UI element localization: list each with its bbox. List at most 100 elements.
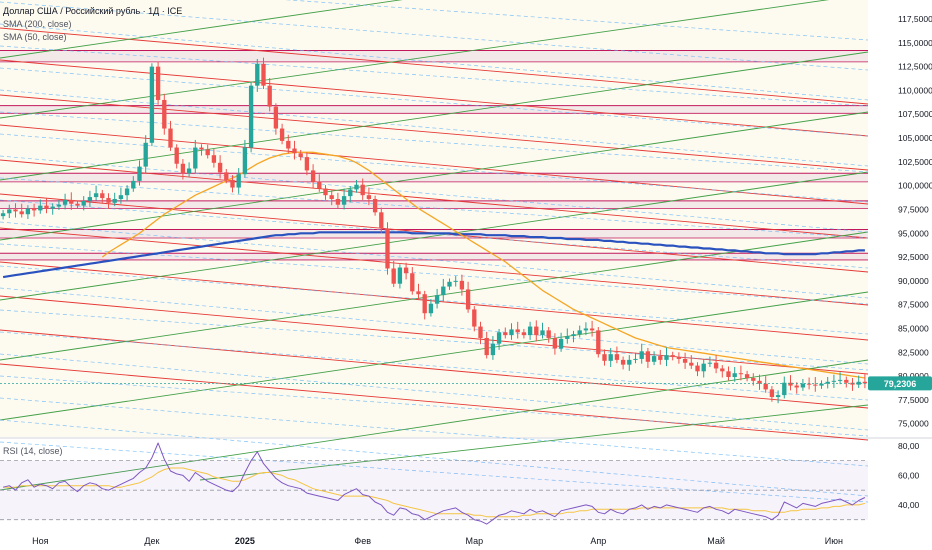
candle-body	[565, 336, 570, 339]
green-channel-1	[0, 0, 830, 119]
candle-17	[106, 193, 111, 209]
candle-102	[633, 352, 638, 364]
candle-73	[453, 276, 458, 287]
candle-body	[137, 166, 142, 181]
candle-2	[13, 203, 18, 218]
time-axis[interactable]: Ноя Дек 2025 Фев Мар Апр Май Июн	[32, 536, 843, 546]
last-price-badge: 79,2306	[0, 376, 932, 391]
rsi-legend[interactable]: RSI (14, close)	[3, 446, 63, 456]
candle-body	[242, 147, 248, 175]
candle-70	[434, 288, 440, 309]
candlestick-series	[0, 57, 868, 404]
candle-88	[546, 327, 551, 343]
green-channel-4	[0, 171, 869, 301]
candle-body	[131, 180, 136, 189]
candle-52	[323, 185, 328, 200]
candle-body	[732, 373, 737, 378]
rsi-ma-path	[3, 467, 866, 518]
candle-82	[509, 323, 514, 340]
sma200-legend[interactable]: SMA (200, close)	[3, 19, 72, 29]
candle-body	[267, 85, 272, 107]
candle-18	[112, 192, 117, 207]
candle-body	[490, 343, 496, 356]
candle-12	[75, 200, 80, 209]
price-tick-label: 85,0000	[898, 323, 929, 333]
candle-body	[180, 163, 186, 174]
candle-body	[571, 334, 576, 337]
candle-body	[174, 147, 179, 164]
candle-body	[434, 295, 440, 304]
candle-body	[527, 326, 533, 336]
candle-49	[304, 152, 310, 176]
candle-body	[695, 365, 700, 372]
blue-dashed-9	[0, 177, 869, 239]
candle-body	[558, 338, 564, 349]
candle-body	[837, 379, 843, 381]
candle-body	[620, 359, 626, 365]
blue-dashed-18	[0, 375, 869, 437]
blue-dashed-20	[0, 419, 869, 497]
candle-body	[168, 128, 173, 148]
candle-59	[366, 187, 372, 206]
candle-46	[286, 134, 291, 154]
candle-5	[31, 203, 37, 217]
time-tick-label: Мар	[465, 536, 483, 546]
green-channel-5	[0, 231, 869, 361]
candle-body	[186, 168, 192, 174]
time-tick-label: Июн	[825, 536, 843, 546]
candle-91	[565, 328, 570, 344]
candle-37	[230, 175, 235, 193]
blue-dashed-21	[0, 441, 869, 503]
candle-90	[558, 332, 564, 352]
price-tick-label: 110,0000	[898, 85, 932, 95]
blue-dashed-1	[0, 1, 869, 71]
candle-95	[589, 320, 595, 337]
candle-29	[180, 158, 186, 180]
red-channel-0	[0, 27, 869, 105]
candle-54	[335, 192, 341, 209]
candle-body	[744, 374, 750, 378]
candle-body	[664, 355, 669, 360]
zone-band-1	[0, 105, 868, 114]
candle-body	[472, 309, 477, 327]
candle-body	[348, 189, 353, 197]
candle-81	[503, 327, 508, 339]
candle-body	[75, 203, 80, 206]
price-axis[interactable]: 117,5000 115,0000 112,5000 110,0000 107,5000…	[898, 14, 932, 510]
candle-8	[50, 203, 55, 215]
candle-body	[298, 153, 303, 158]
candle-body	[112, 198, 117, 203]
green-channel-6	[0, 291, 869, 421]
candle-body	[397, 267, 403, 284]
candle-93	[577, 325, 582, 338]
candle-138	[856, 375, 861, 388]
candle-body	[701, 363, 706, 372]
candle-71	[441, 278, 446, 302]
red-channel-6	[0, 227, 869, 306]
price-tick-label: 112,5000	[898, 62, 932, 72]
red-channel-1	[0, 59, 869, 137]
green-channel-8	[199, 404, 869, 481]
sma50-legend[interactable]: SMA (50, close)	[3, 32, 67, 42]
candle-body	[205, 149, 210, 156]
candle-body	[726, 371, 731, 378]
candle-body	[738, 373, 744, 375]
candle-body	[38, 205, 43, 211]
candle-body	[862, 381, 868, 384]
candle-10	[62, 193, 68, 210]
blue-dashed-4	[0, 67, 869, 137]
candle-body	[279, 128, 285, 141]
candle-body	[831, 380, 837, 382]
candle-body	[453, 280, 458, 282]
candle-body	[323, 188, 328, 196]
candle-67	[416, 283, 421, 299]
candle-113	[701, 358, 706, 378]
candle-89	[552, 333, 558, 355]
candle-47	[292, 140, 297, 160]
candle-99	[614, 346, 620, 364]
red-channel-3	[0, 124, 869, 205]
candle-body	[292, 148, 297, 154]
candle-72	[447, 278, 452, 290]
candle-body	[81, 200, 86, 206]
